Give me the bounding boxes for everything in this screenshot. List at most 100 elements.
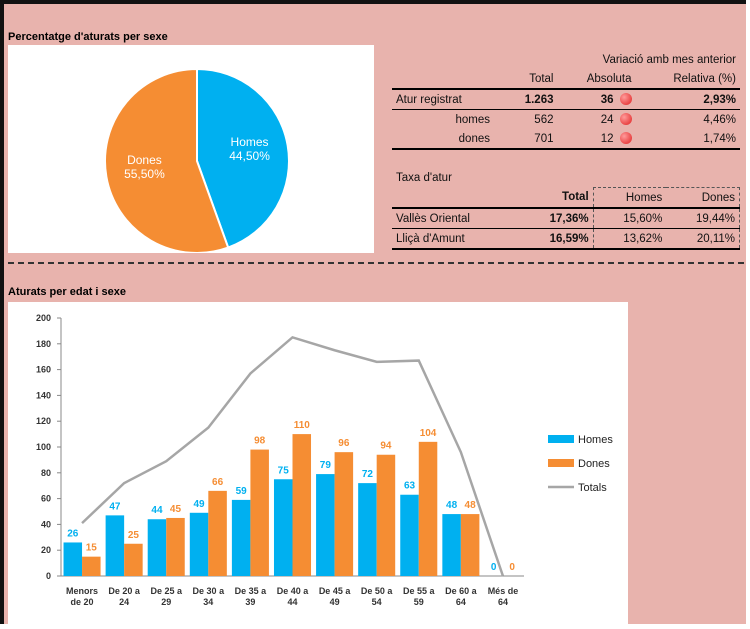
- y-tick-label: 100: [36, 442, 51, 452]
- data-label: 75: [278, 465, 290, 476]
- x-tick-label: Menors de 20: [66, 586, 99, 607]
- data-label: 79: [320, 460, 332, 471]
- totals-line: [81, 335, 505, 577]
- data-label: 104: [420, 428, 437, 439]
- y-tick-label: 140: [36, 390, 51, 400]
- pie-slice: [196, 67, 290, 249]
- pie-value-label: 55,50%: [124, 167, 165, 181]
- red-dot: [619, 113, 632, 125]
- legend-label: Dones: [578, 458, 610, 470]
- data-label: 63: [404, 481, 416, 492]
- data-label: 0: [491, 562, 497, 573]
- x-tick-label: De 60 a 64: [445, 586, 477, 607]
- x-tick-label: De 35 a 39: [234, 586, 267, 607]
- col-header: Absoluta: [586, 72, 632, 85]
- table-cell: Atur registrat: [396, 93, 462, 106]
- table-cell: 19,44%: [666, 208, 741, 229]
- bar: [82, 556, 101, 576]
- x-tick-label: De 55 a 59: [403, 586, 435, 607]
- table-row: homes 562 24 4,46%: [392, 110, 740, 130]
- y-tick-label: 200: [36, 313, 51, 323]
- y-tick-label: 0: [46, 571, 51, 581]
- data-label: 26: [67, 528, 79, 539]
- data-label: 48: [465, 500, 477, 511]
- x-tick-label: De 25 a 29: [150, 586, 182, 607]
- data-label: 110: [294, 420, 311, 431]
- data-label: 96: [338, 438, 350, 449]
- bar: [442, 514, 461, 576]
- red-dot: [619, 132, 632, 144]
- y-tick-label: 40: [41, 519, 51, 529]
- table-cell: dones: [458, 132, 490, 145]
- bar: [400, 494, 419, 576]
- bar: [63, 542, 83, 576]
- col-header: Total: [562, 191, 589, 204]
- data-label: 25: [128, 530, 140, 541]
- legend-swatch: [548, 459, 574, 467]
- table-cell: 16,59%: [549, 232, 589, 245]
- table-cell: Lliçà d'Amunt: [396, 232, 465, 245]
- table-cell: 4,46%: [703, 113, 736, 126]
- bar: [460, 514, 480, 576]
- table-cell: 15,60%: [592, 208, 667, 229]
- y-tick-label: 120: [36, 416, 51, 426]
- y-tick-label: 180: [36, 339, 51, 349]
- col-header: Relativa (%): [673, 72, 736, 85]
- legend-swatch: [548, 435, 574, 443]
- bar-panel: 0 20 40 60 80 100 120 140 160 180 200 26 47 44 49 59 75 7…: [8, 302, 628, 624]
- table-cell: 17,36%: [549, 212, 589, 225]
- pie-value-label: 44,50%: [229, 149, 270, 163]
- table-cell: 701: [534, 132, 554, 145]
- data-label: 15: [86, 543, 98, 554]
- data-label: 94: [380, 441, 392, 452]
- divider: [8, 262, 744, 264]
- bar: [105, 515, 125, 576]
- section-title: Percentatge d'aturats per sexe: [8, 31, 168, 43]
- data-label: 72: [362, 469, 374, 480]
- table-row: Atur registrat 1.263 36 2,93%: [392, 89, 740, 110]
- table-cell: 12: [557, 129, 635, 149]
- bar: [166, 517, 185, 576]
- y-tick-label: 60: [41, 494, 51, 504]
- bar: [334, 452, 354, 576]
- table-row: Vallès Oriental 17,36% 15,60% 19,44%: [392, 208, 741, 229]
- bar: [376, 454, 396, 576]
- bar: [316, 474, 335, 576]
- data-label: 45: [170, 504, 182, 515]
- table-cell: 1.263: [524, 93, 554, 106]
- legend-label: Homes: [578, 434, 613, 446]
- table-cell: 36: [557, 89, 635, 110]
- pie-label: Homes: [231, 135, 269, 149]
- data-label: 48: [446, 500, 458, 511]
- table-title: Taxa d'atur: [396, 171, 452, 184]
- bar: [250, 449, 269, 576]
- col-header: Dones: [666, 187, 741, 208]
- table-cell: homes: [455, 113, 490, 126]
- table-cell: 13,62%: [592, 228, 667, 249]
- bar: [292, 434, 312, 576]
- table-cell: 562: [534, 113, 554, 126]
- table-cell: 20,11%: [666, 228, 741, 249]
- table-row: dones 701 12 1,74%: [392, 129, 740, 149]
- table-row: Lliçà d'Amunt 16,59% 13,62% 20,11%: [392, 228, 741, 249]
- x-tick-label: De 45 a 49: [318, 586, 351, 607]
- data-label: 44: [151, 505, 163, 516]
- data-label: 49: [193, 499, 205, 510]
- x-tick-label: De 30 a 34: [192, 586, 225, 607]
- bar: [189, 512, 209, 576]
- taxa-table: Taxa d'atur Total Homes Dones Vallès Orien…: [392, 168, 741, 250]
- bar: [273, 479, 293, 576]
- legend-label: Totals: [578, 482, 607, 494]
- group-header: Variació amb mes anterior: [602, 53, 736, 66]
- data-label: 66: [212, 477, 224, 488]
- y-tick-label: 160: [36, 365, 51, 375]
- col-header: Homes: [592, 187, 667, 208]
- x-tick-label: De 20 a 24: [108, 586, 140, 607]
- bar-chart: 0 20 40 60 80 100 120 140 160 180 200 26 47 44 49 59 75 7…: [36, 313, 613, 581]
- red-dot: [619, 93, 632, 105]
- data-label: 98: [254, 436, 266, 447]
- bar: [231, 499, 251, 576]
- bar: [124, 543, 143, 576]
- section-title: Aturats per edat i sexe: [8, 286, 126, 298]
